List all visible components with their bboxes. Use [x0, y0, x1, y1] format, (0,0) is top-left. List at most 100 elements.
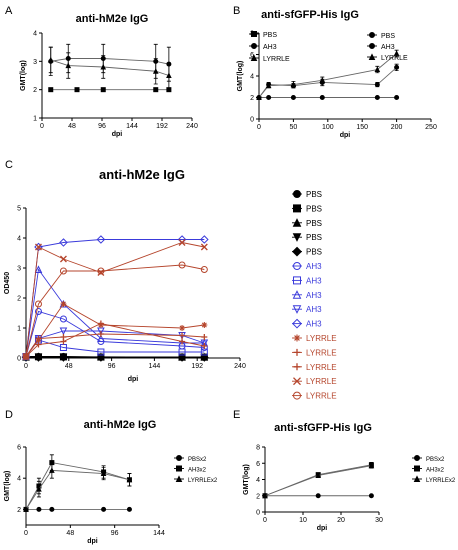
data-point — [201, 334, 208, 340]
y-tick-label: 2 — [256, 493, 260, 500]
series-line — [25, 469, 130, 510]
legend-label: AH3 — [306, 305, 322, 314]
y-tick-label: 0 — [256, 510, 260, 517]
legend-marker — [369, 32, 375, 38]
data-point — [374, 66, 381, 73]
data-point — [178, 261, 186, 269]
x-tick-label: 0 — [257, 124, 261, 131]
x-tick-label: 100 — [322, 124, 334, 131]
series-line — [25, 264, 205, 357]
x-tick-label: 48 — [65, 363, 73, 370]
data-point — [59, 327, 68, 336]
x-tick-label: 0 — [40, 123, 44, 130]
legend-label: PBS — [306, 204, 322, 213]
x-tick-label: 192 — [191, 363, 203, 370]
x-tick-label: 144 — [153, 530, 165, 537]
data-point — [101, 506, 107, 512]
data-point — [36, 506, 42, 512]
x-tick-label: 150 — [356, 124, 368, 131]
data-point — [59, 353, 68, 362]
legend-label: PBS — [263, 32, 277, 39]
legend-marker — [293, 262, 301, 270]
series-line — [264, 465, 372, 497]
legend-label: AH3 — [306, 291, 322, 300]
legend-label: LYRRLE — [263, 56, 290, 63]
data-point — [97, 267, 105, 275]
y-tick-label: 4 — [256, 477, 260, 484]
data-point — [97, 331, 104, 337]
x-axis-label: dpi — [112, 131, 123, 138]
data-point — [35, 243, 42, 251]
series-line — [25, 323, 205, 357]
y-axis-label: GMT(log) — [243, 464, 250, 495]
legend-label: LYRRLEx2 — [426, 478, 456, 484]
data-point — [178, 239, 186, 246]
data-point — [35, 335, 42, 342]
data-point — [256, 94, 262, 100]
y-axis-label: GMT(log) — [4, 471, 11, 502]
data-point — [368, 462, 375, 469]
series-line — [25, 310, 205, 357]
legend-marker — [293, 363, 301, 371]
legend-marker — [293, 334, 301, 342]
y-tick-label: 2 — [250, 95, 254, 102]
data-point — [59, 238, 68, 247]
legend-label: LYRRLEx2 — [188, 478, 218, 484]
x-tick-label: 144 — [149, 363, 161, 370]
data-point — [166, 72, 172, 78]
y-axis-label: GMT(log) — [237, 61, 244, 92]
data-point — [200, 353, 209, 362]
legend-marker — [176, 455, 182, 461]
legend-marker — [251, 43, 257, 49]
data-point — [97, 320, 104, 327]
legend-label: AH3 — [306, 320, 322, 329]
x-tick-label: 240 — [234, 363, 246, 370]
legend-label: AH3x2 — [188, 468, 207, 474]
x-tick-label: 48 — [68, 123, 76, 130]
data-point — [100, 63, 107, 70]
data-point — [177, 353, 187, 362]
x-axis-label: dpi — [128, 376, 139, 383]
panel-letter: E — [233, 409, 240, 421]
data-point — [179, 332, 186, 339]
legend-marker — [413, 475, 421, 482]
series-line — [264, 464, 372, 497]
x-axis-label: dpi — [317, 525, 328, 532]
y-tick-label: 8 — [256, 445, 260, 452]
legend-marker — [293, 190, 301, 198]
data-point — [74, 87, 80, 93]
legend-marker — [292, 218, 302, 227]
data-point — [60, 338, 67, 345]
y-tick-label: 0 — [250, 117, 254, 124]
legend-label: PBS — [306, 190, 322, 199]
y-tick-label: 4 — [33, 31, 37, 38]
legend-label: PBSx2 — [426, 457, 445, 463]
x-tick-label: 48 — [66, 530, 74, 537]
legend-marker — [369, 43, 375, 49]
y-tick-label: 3 — [33, 59, 37, 66]
legend-marker — [293, 276, 301, 285]
y-tick-label: 0 — [17, 356, 21, 363]
data-point — [178, 348, 186, 356]
legend-label: AH3 — [306, 276, 322, 285]
series-line — [25, 268, 205, 357]
data-point — [290, 95, 296, 100]
x-tick-label: 0 — [24, 530, 28, 537]
y-axis-label: GMT(log) — [20, 60, 27, 91]
x-tick-label: 96 — [108, 363, 116, 370]
x-tick-label: 0 — [24, 363, 28, 370]
y-tick-label: 4 — [17, 476, 21, 483]
data-point — [49, 467, 55, 473]
legend-marker — [293, 348, 301, 356]
y-tick-label: 1 — [33, 116, 37, 123]
legend-label: PBS — [306, 233, 322, 242]
legend-marker — [175, 475, 183, 482]
x-tick-label: 240 — [186, 123, 198, 130]
data-point — [34, 265, 43, 273]
y-tick-label: 6 — [256, 461, 260, 468]
y-axis-label: OD450 — [4, 272, 11, 294]
chart-title: anti-hM2e IgG — [99, 167, 185, 182]
y-tick-label: 2 — [33, 87, 37, 94]
legend-label: LYRRLE — [306, 334, 337, 343]
y-tick-label: 3 — [17, 266, 21, 273]
